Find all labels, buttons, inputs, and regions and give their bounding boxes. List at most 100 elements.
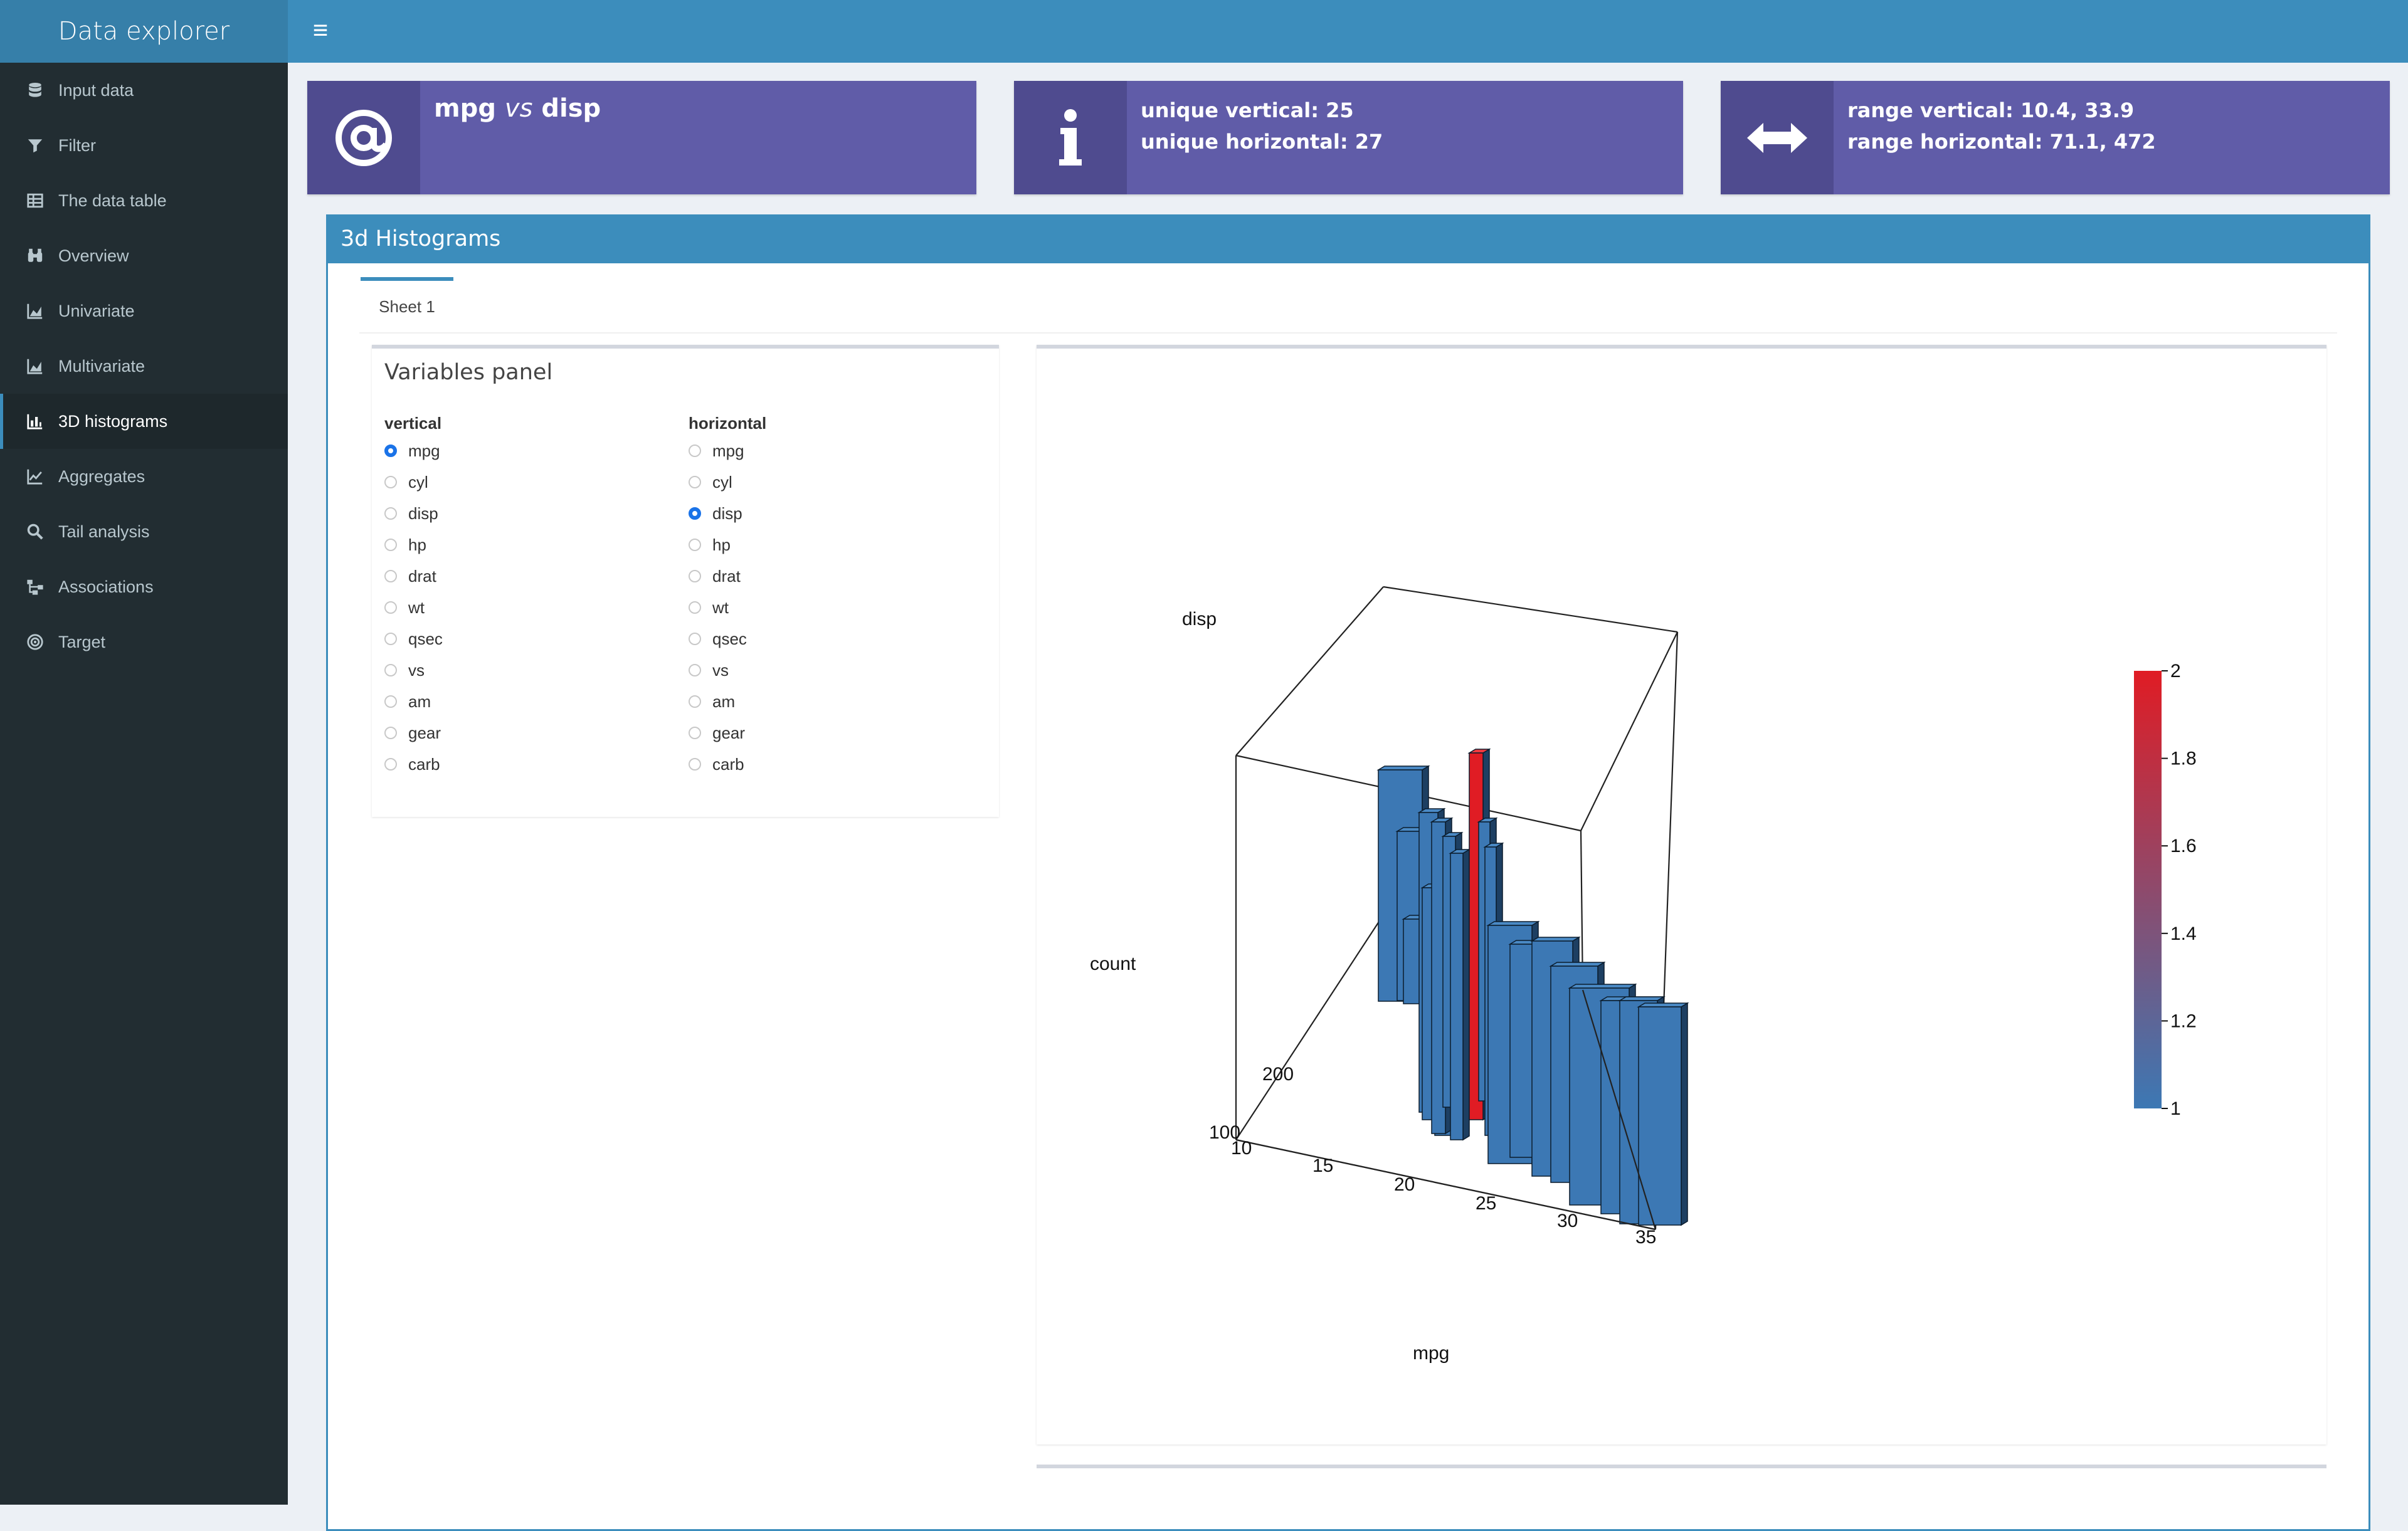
y-axis-label: disp <box>1182 609 1217 629</box>
sidebar-item-multivariate[interactable]: Multivariate <box>0 339 288 394</box>
sidebar-item-target[interactable]: Target <box>0 614 288 670</box>
info-icon <box>1014 81 1127 194</box>
area-chart-icon <box>26 302 45 320</box>
range-horizontal: range horizontal: 71.1, 472 <box>1847 130 2156 154</box>
line-chart-icon <box>26 467 45 486</box>
horizontal-option-am[interactable]: am <box>689 686 735 717</box>
radio-button[interactable] <box>384 570 397 582</box>
radio-button[interactable] <box>689 445 701 457</box>
vertical-option-gear[interactable]: gear <box>384 717 441 749</box>
colorbar-tick-label: 1.4 <box>2170 923 2197 944</box>
horizontal-option-vs[interactable]: vs <box>689 655 729 686</box>
vertical-option-disp[interactable]: disp <box>384 498 438 529</box>
vertical-option-carb[interactable]: carb <box>384 749 440 780</box>
radio-label: vs <box>408 660 425 680</box>
x-tick-label: 35 <box>1635 1227 1656 1248</box>
radio-button[interactable] <box>384 695 397 708</box>
sidebar-item-data-table[interactable]: The data table <box>0 173 288 228</box>
sidebar-item-filter[interactable]: Filter <box>0 118 288 173</box>
radio-button[interactable] <box>384 601 397 614</box>
vertical-option-vs[interactable]: vs <box>384 655 425 686</box>
radio-button[interactable] <box>689 539 701 551</box>
sidebar-item-label: The data table <box>58 191 167 210</box>
horizontal-option-mpg[interactable]: mpg <box>689 435 744 466</box>
unique-vertical: unique vertical: 25 <box>1141 98 1354 122</box>
bar-chart-icon <box>26 412 45 431</box>
vertical-option-drat[interactable]: drat <box>384 560 436 592</box>
box-edge <box>1580 631 1678 831</box>
histogram-bar-side <box>1462 848 1470 1141</box>
radio-button[interactable] <box>384 727 397 739</box>
histogram-bar-top <box>1549 962 1606 967</box>
radio-button[interactable] <box>384 664 397 676</box>
radio-label: am <box>712 692 736 711</box>
sidebar-item-aggregates[interactable]: Aggregates <box>0 449 288 504</box>
radio-button[interactable] <box>384 445 397 457</box>
colorbar-tick-label: 1.2 <box>2170 1011 2197 1031</box>
sitemap-icon <box>26 577 45 596</box>
horizontal-option-carb[interactable]: carb <box>689 749 744 780</box>
sidebar-item-label: Associations <box>58 577 154 596</box>
horizontal-option-hp[interactable]: hp <box>689 529 731 560</box>
vertical-option-wt[interactable]: wt <box>384 592 425 623</box>
horizontal-option-cyl[interactable]: cyl <box>689 466 732 498</box>
vertical-option-qsec[interactable]: qsec <box>384 623 443 655</box>
horizontal-option-gear[interactable]: gear <box>689 717 745 749</box>
variables-panel-title: Variables panel <box>384 360 553 385</box>
sidebar-item-univariate[interactable]: Univariate <box>0 283 288 339</box>
vertical-option-am[interactable]: am <box>384 686 431 717</box>
radio-label: gear <box>712 723 746 742</box>
sidebar: Input data Filter The data table Overvie… <box>0 63 288 1505</box>
radio-button[interactable] <box>689 727 701 739</box>
sidebar-item-label: Target <box>58 632 106 651</box>
radio-button[interactable] <box>384 507 397 520</box>
table-icon <box>26 191 45 210</box>
radio-label: carb <box>712 754 744 774</box>
x-tick-label: 30 <box>1557 1211 1578 1231</box>
vertical-option-mpg[interactable]: mpg <box>384 435 440 466</box>
vertical-option-cyl[interactable]: cyl <box>384 466 428 498</box>
sidebar-item-associations[interactable]: Associations <box>0 559 288 614</box>
radio-button[interactable] <box>689 570 701 582</box>
range-vertical: range vertical: 10.4, 33.9 <box>1847 98 2135 122</box>
top-navbar: ≡ <box>288 0 2408 63</box>
horizontal-option-drat[interactable]: drat <box>689 560 741 592</box>
horizontal-option-wt[interactable]: wt <box>689 592 729 623</box>
box-edge <box>1235 586 1384 756</box>
radio-button[interactable] <box>689 695 701 708</box>
horizontal-option-qsec[interactable]: qsec <box>689 623 747 655</box>
sidebar-item-label: Multivariate <box>58 356 145 376</box>
sidebar-item-overview[interactable]: Overview <box>0 228 288 283</box>
tab-sheet-1[interactable]: Sheet 1 <box>361 277 453 332</box>
app-logo[interactable]: Data explorer <box>0 0 288 63</box>
tab-bar: Sheet 1 <box>359 277 2337 334</box>
versus-text: vs <box>504 94 533 123</box>
radio-button[interactable] <box>384 476 397 488</box>
radio-button[interactable] <box>689 758 701 771</box>
radio-button[interactable] <box>689 601 701 614</box>
radio-button[interactable] <box>689 476 701 488</box>
vertical-option-hp[interactable]: hp <box>384 529 426 560</box>
radio-label: drat <box>712 566 741 586</box>
radio-label: gear <box>408 723 441 742</box>
radio-button[interactable] <box>689 633 701 645</box>
bullseye-icon <box>26 633 45 651</box>
radio-button[interactable] <box>384 758 397 771</box>
histogram-bar-top <box>1637 1002 1689 1008</box>
radio-label: wt <box>712 597 729 617</box>
radio-button[interactable] <box>384 633 397 645</box>
vertical-label: vertical <box>384 414 442 433</box>
sidebar-item-3d-histograms[interactable]: 3D histograms <box>0 394 288 449</box>
3d-histogram-chart[interactable]: disp count mpg 10 15 20 25 30 35 100 200 2 1.8 1.6 1.4… <box>1037 349 2326 1441</box>
radio-button[interactable] <box>689 507 701 520</box>
radio-label: hp <box>408 535 426 554</box>
sidebar-item-input-data[interactable]: Input data <box>0 63 288 118</box>
sidebar-toggle-icon[interactable]: ≡ <box>312 15 329 45</box>
radio-button[interactable] <box>689 664 701 676</box>
horizontal-option-disp[interactable]: disp <box>689 498 742 529</box>
unique-horizontal: unique horizontal: 27 <box>1141 130 1383 154</box>
range-text: range vertical: 10.4, 33.9 range horizon… <box>1847 95 2156 157</box>
variables-heading: mpg vs disp <box>434 91 601 126</box>
sidebar-item-tail-analysis[interactable]: Tail analysis <box>0 504 288 559</box>
radio-button[interactable] <box>384 539 397 551</box>
